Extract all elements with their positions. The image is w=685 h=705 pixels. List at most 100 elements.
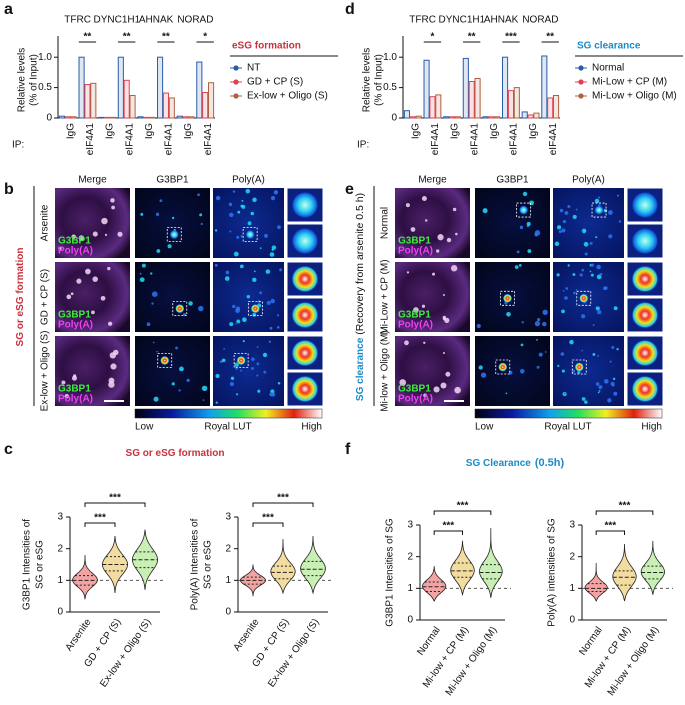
- bar: [449, 116, 456, 119]
- granule: [269, 326, 273, 330]
- granule: [596, 264, 601, 270]
- granule: [197, 193, 200, 197]
- chart-title: SG Clearance (0.5h): [466, 457, 565, 469]
- granule: [257, 389, 261, 393]
- granule: [252, 312, 257, 317]
- overlay-label: Poly(A): [58, 394, 93, 405]
- granule: [442, 317, 446, 321]
- legend-title: eSG formation: [232, 41, 301, 52]
- granule: [604, 286, 608, 290]
- granule: [565, 287, 569, 290]
- bar: [513, 87, 520, 119]
- significance: **: [84, 32, 92, 43]
- zoom-box: [500, 290, 515, 306]
- zoom-box: [172, 301, 188, 317]
- bar: [98, 116, 105, 119]
- x-tick-label: IgG: [105, 123, 116, 139]
- granule: [178, 389, 181, 392]
- granule: [572, 214, 577, 219]
- x-tick-label: Mi-low + Oligo (M): [444, 625, 500, 698]
- zoom-granule: [291, 191, 319, 219]
- g3bp1-image: [135, 336, 210, 406]
- y-tick-label: 3: [569, 520, 575, 531]
- granule: [240, 369, 243, 372]
- significance-bracket: [433, 530, 463, 535]
- granule: [583, 241, 589, 247]
- granule: [423, 341, 426, 344]
- violin: [612, 543, 637, 602]
- significance-bracket: [252, 522, 284, 527]
- granule: [598, 385, 603, 390]
- bar: [137, 116, 144, 119]
- bar: [162, 92, 169, 119]
- granule: [250, 211, 255, 216]
- granule: [277, 225, 281, 230]
- x-tick-label: IgG: [65, 123, 76, 139]
- granule: [251, 367, 254, 370]
- significance-bracket: [595, 530, 625, 535]
- granule: [597, 391, 600, 394]
- bar: [176, 115, 183, 119]
- granule: [71, 234, 76, 240]
- granule: [594, 198, 600, 204]
- granule: [534, 320, 541, 327]
- granule: [199, 213, 203, 217]
- y-tick-label: 1.0: [383, 52, 397, 63]
- granule: [562, 220, 566, 224]
- column-header: Merge: [78, 175, 107, 186]
- column-header: G3BP1: [156, 175, 189, 186]
- zoom-box: [571, 359, 587, 375]
- bar: [188, 116, 195, 119]
- granule: [156, 249, 161, 253]
- panel-label: a: [4, 1, 13, 18]
- granule: [544, 351, 547, 353]
- granule: [251, 357, 255, 362]
- significance: ***: [277, 493, 289, 504]
- y-tick-label: 0.5: [383, 82, 397, 93]
- granule: [595, 382, 600, 386]
- granule: [268, 340, 272, 343]
- overlay-label: Poly(A): [398, 246, 433, 257]
- bar: [149, 116, 156, 119]
- granule: [564, 211, 569, 215]
- violin: [300, 535, 326, 595]
- granule: [421, 195, 427, 202]
- y-tick-label: 3: [407, 520, 413, 531]
- granule: [159, 199, 163, 203]
- x-tick-label: IgG: [144, 123, 155, 139]
- granule: [188, 301, 193, 306]
- bar: [90, 82, 97, 119]
- overlay-label: G3BP1: [58, 236, 91, 247]
- x-tick-label: Mi-low + Oligo (M): [606, 625, 662, 698]
- granule: [262, 352, 268, 358]
- legend-label: Mi-Low + CP (M): [592, 77, 667, 88]
- granule: [104, 233, 108, 237]
- x-tick-label: eIF4A1: [509, 123, 520, 156]
- y-tick-label: 1: [225, 575, 231, 586]
- granule: [520, 368, 525, 374]
- bar: [443, 116, 450, 119]
- granule-highlight: [175, 304, 185, 314]
- x-tick-label: eIF4A1: [85, 123, 96, 156]
- granule: [480, 372, 487, 378]
- granule: [252, 277, 257, 283]
- granule: [599, 273, 603, 276]
- row-label: Mi-low + Oligo (M): [380, 330, 391, 411]
- chart-title: SG or eSG formation: [126, 448, 225, 459]
- bar: [157, 56, 164, 119]
- granule: [242, 340, 245, 343]
- bar: [553, 95, 560, 119]
- granule-highlight: [236, 356, 246, 366]
- granule: [270, 298, 275, 304]
- bar: [129, 95, 136, 119]
- bar: [109, 116, 116, 119]
- y-axis-label: G3BP1 Intensities of: [22, 519, 33, 610]
- granule: [410, 227, 416, 232]
- bar: [104, 116, 111, 119]
- granule: [423, 393, 428, 398]
- granule: [534, 230, 541, 236]
- group-label: TFRC: [409, 15, 436, 26]
- significance-bracket: [595, 510, 654, 515]
- bar: [468, 81, 475, 119]
- granule: [514, 265, 519, 270]
